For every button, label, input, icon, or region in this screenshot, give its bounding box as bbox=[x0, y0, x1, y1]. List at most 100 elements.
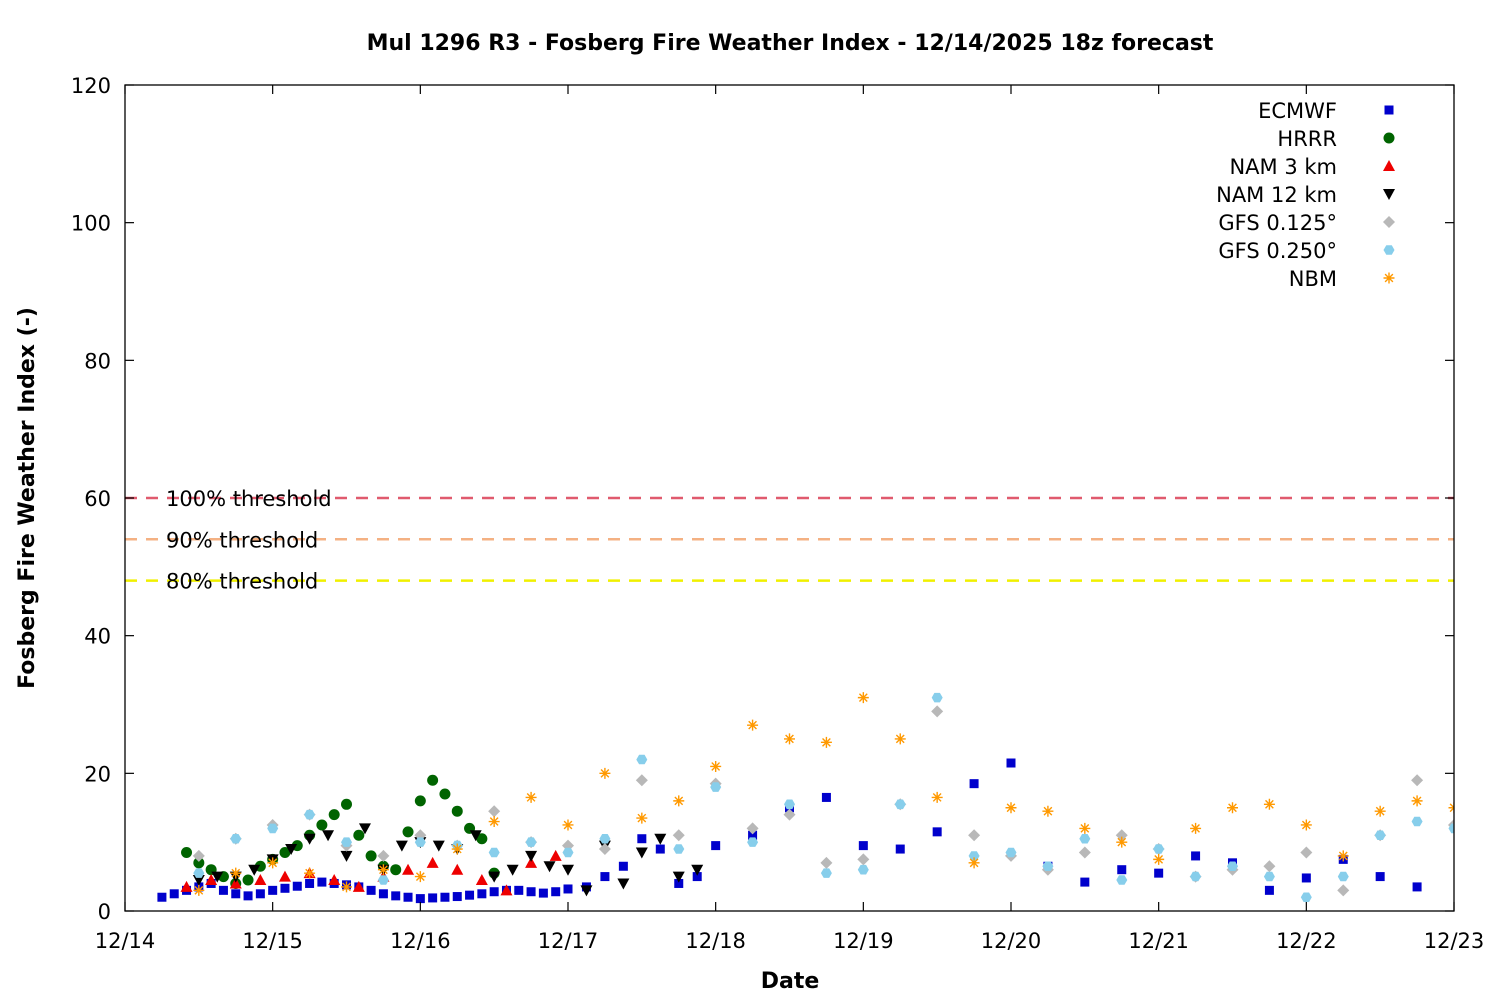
data-point bbox=[169, 889, 179, 899]
legend-marker bbox=[1383, 132, 1395, 144]
data-point bbox=[278, 870, 291, 882]
data-point bbox=[1412, 882, 1422, 892]
data-point bbox=[599, 767, 611, 779]
data-point bbox=[1006, 758, 1016, 768]
data-point bbox=[543, 861, 556, 873]
data-point bbox=[229, 877, 242, 889]
data-point bbox=[475, 874, 488, 886]
data-point bbox=[322, 830, 335, 842]
data-point bbox=[748, 830, 758, 840]
data-point bbox=[525, 791, 537, 803]
data-point bbox=[1263, 798, 1275, 810]
data-point bbox=[415, 894, 425, 904]
data-point bbox=[692, 872, 702, 882]
data-point bbox=[1005, 847, 1017, 858]
data-point bbox=[1337, 850, 1349, 862]
data-point bbox=[895, 844, 905, 854]
data-point bbox=[488, 805, 501, 818]
data-point bbox=[304, 867, 316, 879]
data-point bbox=[242, 874, 254, 886]
data-point bbox=[931, 692, 943, 703]
data-point bbox=[551, 887, 561, 897]
data-point bbox=[1375, 872, 1385, 882]
data-point bbox=[968, 829, 981, 842]
data-point bbox=[1153, 853, 1165, 865]
data-point bbox=[525, 850, 538, 862]
legend-marker bbox=[1383, 160, 1395, 171]
data-point bbox=[285, 844, 298, 856]
data-point bbox=[465, 890, 475, 900]
data-point bbox=[451, 843, 463, 855]
data-point bbox=[428, 893, 438, 903]
data-point bbox=[1042, 805, 1054, 817]
data-point bbox=[403, 892, 413, 902]
x-axis-label: Date bbox=[761, 969, 820, 994]
data-point bbox=[1154, 868, 1164, 878]
series-hrrr bbox=[181, 774, 500, 889]
data-point bbox=[1191, 851, 1201, 861]
data-point bbox=[352, 880, 365, 892]
data-point bbox=[193, 884, 205, 896]
data-point bbox=[476, 833, 488, 845]
data-point bbox=[857, 853, 870, 866]
data-point bbox=[192, 875, 205, 887]
x-tick-label: 12/15 bbox=[242, 929, 303, 953]
data-point bbox=[746, 822, 759, 835]
data-point bbox=[328, 809, 340, 821]
data-point bbox=[672, 829, 685, 842]
data-point bbox=[672, 871, 685, 883]
data-point bbox=[654, 833, 667, 845]
threshold-layer: 100% threshold 90% threshold 80% threshold bbox=[125, 487, 1454, 594]
y-tick-label: 120 bbox=[71, 74, 111, 98]
data-point bbox=[599, 834, 611, 844]
data-point bbox=[636, 812, 648, 824]
legend: ECMWF HRRR NAM 3 km NAM 12 km GFS 0.125° GFS … bbox=[1216, 99, 1395, 291]
data-point bbox=[1079, 822, 1091, 834]
data-point bbox=[452, 892, 462, 902]
data-point bbox=[1448, 823, 1454, 834]
data-point bbox=[894, 733, 906, 745]
data-point bbox=[218, 885, 228, 895]
series-gfs-0-250 bbox=[193, 692, 1454, 902]
data-point bbox=[562, 819, 574, 831]
data-point bbox=[747, 719, 759, 731]
data-point bbox=[414, 837, 426, 847]
data-point bbox=[1153, 844, 1165, 854]
data-point bbox=[1079, 834, 1091, 844]
data-point bbox=[562, 847, 574, 858]
data-point bbox=[451, 805, 463, 817]
data-point bbox=[477, 889, 487, 899]
legend-label: NAM 3 km bbox=[1229, 155, 1337, 179]
data-point bbox=[1227, 861, 1238, 871]
data-point bbox=[427, 774, 439, 786]
x-tick-label: 12/22 bbox=[1276, 929, 1337, 953]
data-point bbox=[432, 840, 445, 852]
data-point bbox=[820, 868, 832, 878]
data-point bbox=[655, 844, 665, 854]
data-point bbox=[1264, 885, 1274, 895]
data-point bbox=[1337, 884, 1350, 897]
y-tick-label: 100 bbox=[71, 212, 111, 236]
data-point bbox=[377, 875, 389, 885]
data-point bbox=[268, 885, 278, 895]
data-point bbox=[328, 874, 341, 886]
x-tick-label: 12/20 bbox=[981, 929, 1042, 953]
data-point bbox=[691, 864, 704, 876]
data-point bbox=[304, 809, 316, 820]
data-point bbox=[1300, 892, 1312, 902]
data-point bbox=[366, 885, 376, 895]
data-point bbox=[451, 863, 464, 875]
data-point bbox=[549, 849, 562, 861]
data-point bbox=[857, 692, 869, 704]
data-point bbox=[193, 857, 205, 869]
data-point bbox=[1374, 805, 1386, 817]
data-point bbox=[538, 888, 548, 898]
data-point bbox=[280, 883, 290, 893]
data-point bbox=[674, 878, 684, 888]
series-nam-3-km bbox=[180, 849, 562, 896]
data-point bbox=[968, 857, 980, 869]
data-point bbox=[469, 830, 482, 842]
data-point bbox=[390, 864, 402, 876]
data-point bbox=[820, 856, 833, 869]
data-point bbox=[500, 884, 513, 896]
